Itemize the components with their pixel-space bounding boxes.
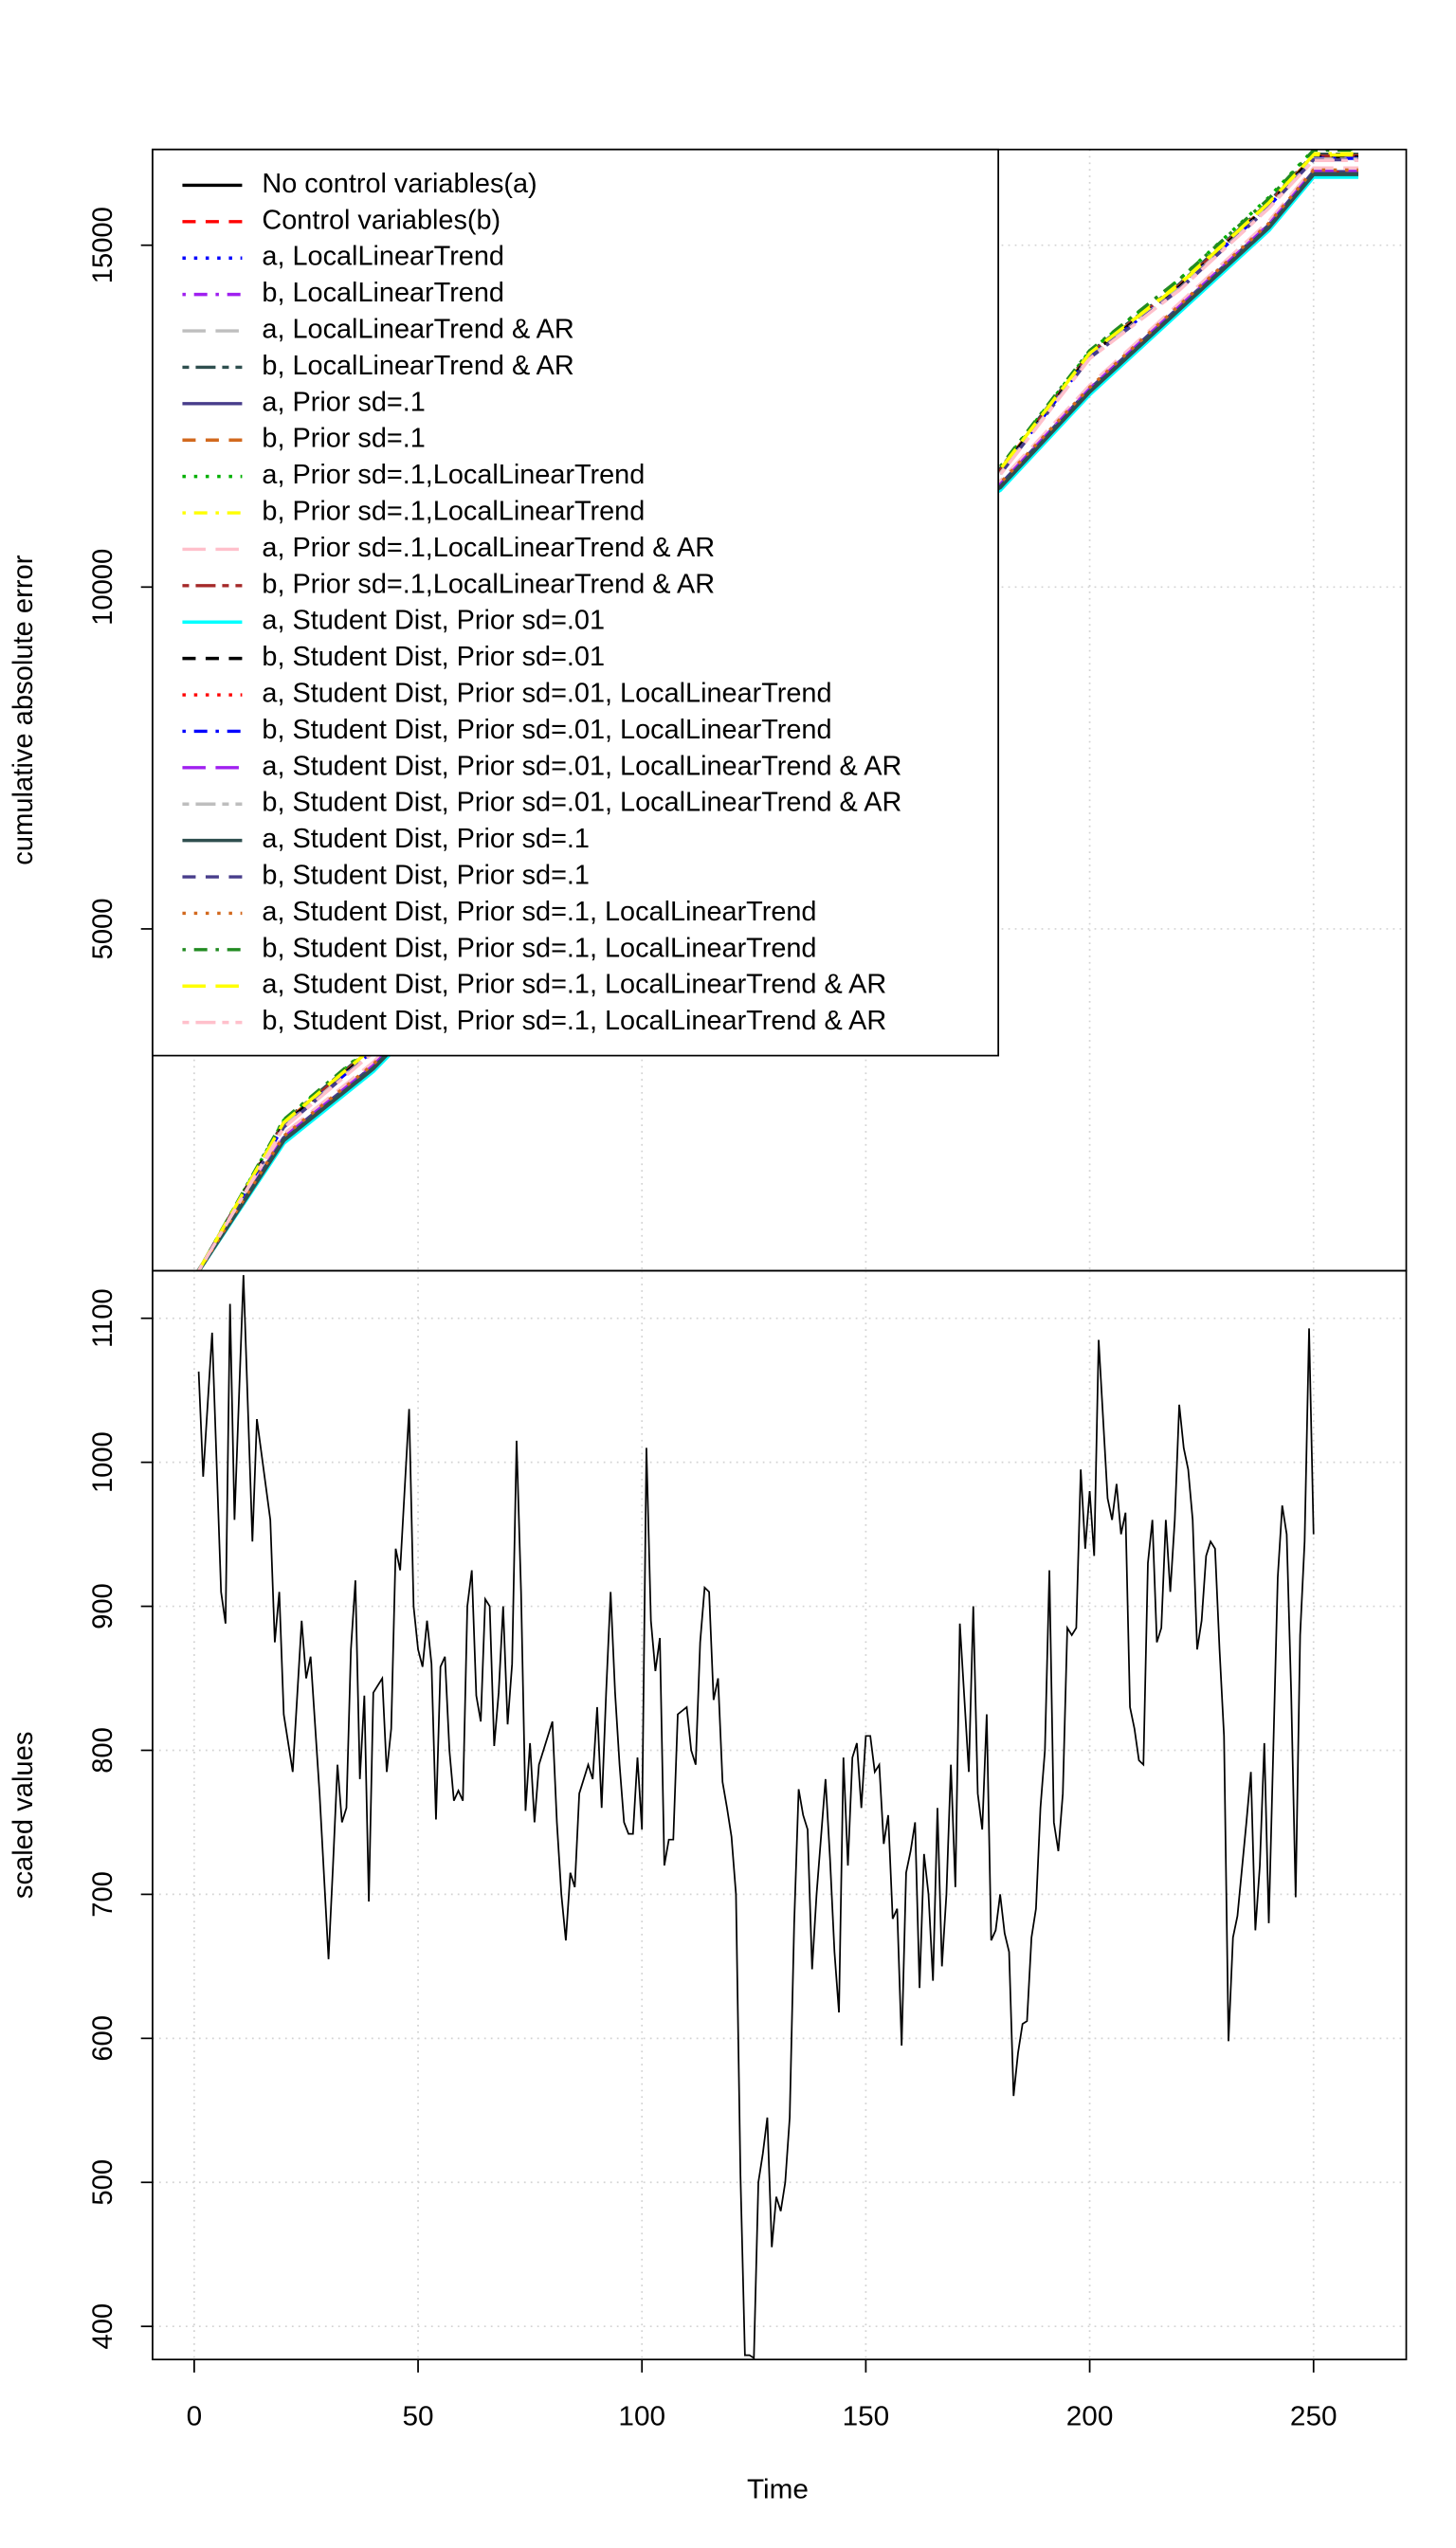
legend-label: b, Student Dist, Prior sd=.01, LocalLine… [262,715,831,745]
x-tick-label: 200 [1066,2401,1114,2432]
legend-label: b, LocalLinearTrend [262,278,504,308]
legend-label: a, Student Dist, Prior sd=.01, LocalLine… [262,752,901,782]
x-tick-label: 0 [187,2401,203,2432]
y-tick-label: 1100 [87,1288,118,1348]
legend-label: a, LocalLinearTrend [262,242,504,272]
y-tick-label: 800 [87,1727,118,1774]
y-axis-title: cumulative absolute error [8,555,39,864]
y-tick-label: 15000 [87,207,118,283]
y-tick-label: 600 [87,2015,118,2062]
y-tick-label: 10000 [87,549,118,626]
y-tick-label: 700 [87,1871,118,1918]
legend-label: b, LocalLinearTrend & AR [262,351,573,381]
y-tick-label: 5000 [87,899,118,960]
legend-label: b, Prior sd=.1 [262,424,425,454]
legend-label: b, Prior sd=.1,LocalLinearTrend [262,497,645,527]
x-tick-label: 250 [1290,2401,1338,2432]
x-tick-label: 150 [843,2401,890,2432]
legend-label: No control variables(a) [262,169,537,199]
legend-label: a, Prior sd=.1,LocalLinearTrend & AR [262,533,715,563]
legend-label: a, Student Dist, Prior sd=.1, LocalLinea… [262,970,886,1000]
x-tick-label: 100 [618,2401,665,2432]
legend-label: a, Prior sd=.1 [262,388,425,418]
y-axis-title: scaled values [8,1732,39,1900]
legend-label: a, Prior sd=.1,LocalLinearTrend [262,460,645,490]
legend-label: b, Student Dist, Prior sd=.1, LocalLinea… [262,934,816,964]
legend-label: a, Student Dist, Prior sd=.01 [262,606,605,636]
legend-box [152,148,1000,1057]
legend-label: b, Student Dist, Prior sd=.1 [262,861,590,891]
legend-label: a, LocalLinearTrend & AR [262,315,573,345]
legend-label: a, Student Dist, Prior sd=.1, LocalLinea… [262,897,816,927]
plot-frame [152,1269,1408,2360]
legend-label: Control variables(b) [262,206,500,236]
legend-label: b, Student Dist, Prior sd=.01 [262,642,605,672]
legend-label: b, Student Dist, Prior sd=.1, LocalLinea… [262,1006,886,1036]
x-tick-label: 50 [403,2401,434,2432]
series-line [197,1275,1315,2360]
y-tick-label: 1000 [87,1431,118,1493]
legend-label: b, Student Dist, Prior sd=.01, LocalLine… [262,788,901,818]
y-tick-label: 400 [87,2303,118,2350]
x-axis-title: Time [747,2474,809,2505]
legend-label: b, Prior sd=.1,LocalLinearTrend & AR [262,570,715,600]
legend-label: a, Student Dist, Prior sd=.01, LocalLine… [262,679,831,709]
y-tick-label: 500 [87,2159,118,2206]
legend-label: a, Student Dist, Prior sd=.1 [262,824,590,854]
y-tick-label: 900 [87,1583,118,1629]
